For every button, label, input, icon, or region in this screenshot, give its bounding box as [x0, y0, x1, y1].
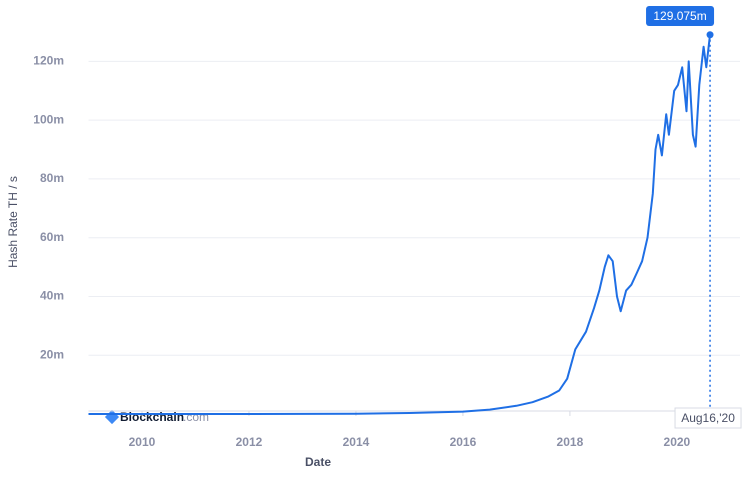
y-tick-label: 80m	[40, 171, 64, 185]
watermark: .com	[183, 410, 209, 424]
x-tick-label: 2010	[129, 435, 156, 449]
y-tick-label: 120m	[33, 54, 64, 68]
y-tick-label: 20m	[40, 347, 64, 361]
x-tick-label: 2020	[664, 435, 691, 449]
y-tick-label: 100m	[33, 112, 64, 126]
highlight-point	[706, 31, 714, 39]
x-tick-label: 2018	[557, 435, 584, 449]
date-tooltip	[674, 407, 742, 429]
line	[88, 34, 711, 415]
value-tooltip	[646, 6, 715, 26]
x-tick-label: 2016	[450, 435, 477, 449]
x-tick-label: 2012	[236, 435, 263, 449]
value-tooltip-label: 129.075m	[653, 9, 706, 23]
date-tooltip-label: Aug16,'20	[681, 411, 735, 425]
y-axis-title: Hash Rate TH / s	[6, 176, 20, 268]
logo	[104, 409, 120, 425]
x-tick-label: 2014	[343, 435, 370, 449]
watermark: Blockchain	[120, 410, 184, 424]
x-axis-title: Date	[305, 455, 331, 469]
y-tick-label: 60m	[40, 230, 64, 244]
y-tick-label: 40m	[40, 289, 64, 303]
